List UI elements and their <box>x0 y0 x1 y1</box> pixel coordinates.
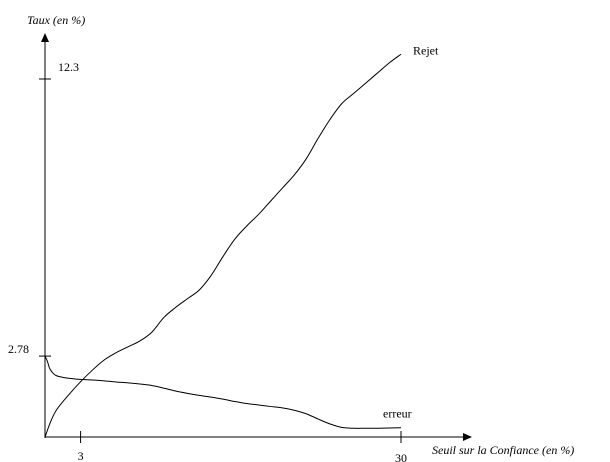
y-tick-label: 2.78 <box>8 342 29 356</box>
curves: Rejet erreur <box>44 43 439 438</box>
series-line-rejet <box>44 53 402 438</box>
x-axis-arrow-icon <box>463 433 472 441</box>
x-tick-label: 30 <box>395 451 407 462</box>
y-axis-label: Taux (en %) <box>27 13 85 27</box>
series-line-erreur <box>44 355 402 429</box>
series-label: erreur <box>383 407 412 421</box>
y-tick-label: 12.3 <box>58 60 79 74</box>
y-axis-arrow-icon <box>41 33 49 42</box>
ticks: 3 30 2.78 12.3 <box>8 60 407 462</box>
x-axis-label: Seuil sur la Confiance (en %) <box>432 443 574 457</box>
series-label: Rejet <box>413 43 439 57</box>
x-tick-label: 3 <box>78 449 84 462</box>
